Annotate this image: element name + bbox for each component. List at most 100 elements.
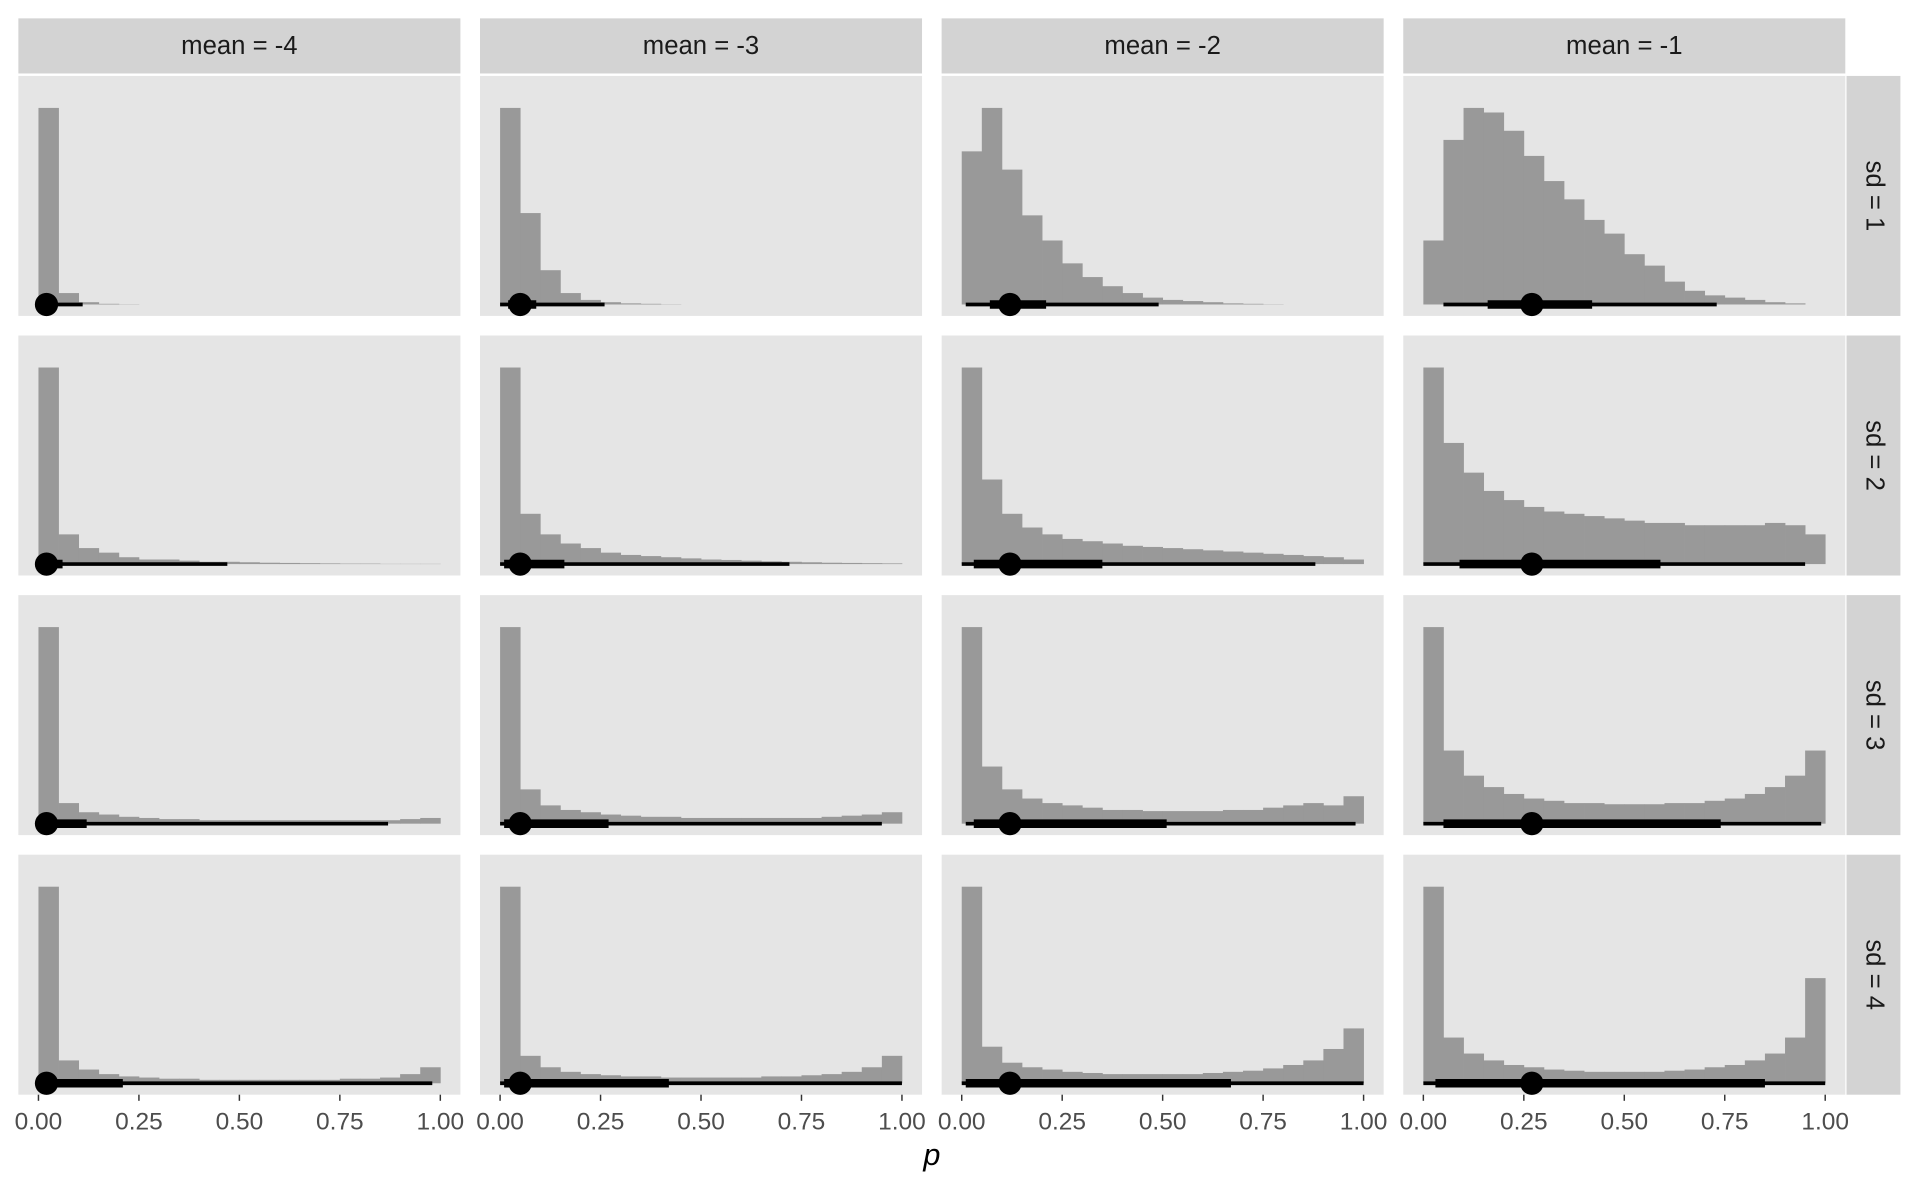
histogram-bar <box>1222 809 1244 824</box>
x-tick-label: 0.75 <box>778 1108 826 1135</box>
histogram-bar <box>380 820 401 824</box>
histogram-bar <box>1082 1072 1103 1084</box>
histogram-bar <box>1182 811 1204 824</box>
histogram-bar <box>1082 277 1103 305</box>
histogram-bar <box>1805 750 1826 824</box>
histogram-bar <box>1263 807 1284 824</box>
histogram-bar <box>1724 525 1746 565</box>
histogram-bar <box>1243 1070 1264 1084</box>
histogram-bar <box>660 1077 682 1084</box>
facet-strip-label: mean = -1 <box>1566 32 1682 60</box>
histogram-bar <box>1543 181 1565 305</box>
x-tick-label: 0.25 <box>1038 1108 1086 1135</box>
histogram-bar <box>1624 520 1645 565</box>
facet-strip-label: mean = -2 <box>1104 32 1220 60</box>
histogram-bar <box>981 479 1003 565</box>
panel-background <box>941 854 1384 1095</box>
histogram-bar <box>1503 793 1525 824</box>
panel-background <box>480 595 923 836</box>
facet-strip <box>480 18 923 74</box>
histogram-bar <box>420 817 441 824</box>
histogram-bar <box>821 562 843 565</box>
histogram-bar <box>259 562 280 565</box>
x-tick-label: 0.50 <box>1600 1108 1648 1135</box>
histogram-bar <box>1664 522 1685 565</box>
histogram-bar <box>400 819 421 824</box>
histogram-bar <box>1483 787 1505 824</box>
histogram-bar <box>1644 1071 1665 1084</box>
facet-strip-label: sd = 3 <box>1861 680 1889 751</box>
histogram-bar <box>1042 240 1063 305</box>
histogram-bar <box>1283 554 1304 565</box>
facet-strip <box>1846 595 1901 836</box>
histogram-bar <box>1263 553 1284 565</box>
histogram-bar <box>1604 804 1625 824</box>
histogram-bar <box>1102 286 1123 305</box>
histogram-bar <box>1182 1074 1204 1084</box>
histogram-bar <box>1764 522 1786 565</box>
facet-strip-label: sd = 1 <box>1861 161 1889 232</box>
histogram-bar <box>1243 809 1264 824</box>
median-point <box>508 1071 532 1095</box>
histogram-bar <box>159 559 180 565</box>
histogram-bar <box>1202 302 1224 305</box>
histogram-bar <box>1062 538 1083 565</box>
histogram-bar <box>1323 557 1344 565</box>
histogram-bar <box>781 817 802 824</box>
histogram-bar <box>680 558 702 565</box>
histogram-bar <box>159 1078 180 1084</box>
histogram-bar <box>299 563 321 565</box>
histogram-bar <box>801 1075 822 1084</box>
x-axis-title: p <box>922 1138 940 1172</box>
histogram-bar <box>138 559 160 565</box>
histogram-bar <box>1543 800 1565 824</box>
histogram-bar <box>420 1067 441 1084</box>
x-tick-label: 0.75 <box>316 1108 364 1135</box>
histogram-bar <box>1062 263 1083 305</box>
histogram-bar <box>219 561 240 565</box>
histogram-bar <box>781 1076 802 1084</box>
histogram-bar <box>560 1071 581 1084</box>
histogram-bar <box>1764 787 1786 824</box>
facet-strip <box>1403 18 1846 74</box>
median-point <box>1520 552 1544 576</box>
histogram-bar <box>600 814 622 824</box>
histogram-bar <box>1463 472 1485 565</box>
histogram-bar <box>1443 750 1464 824</box>
panel-background <box>18 854 461 1095</box>
histogram-bar <box>1684 290 1706 305</box>
histogram-bar <box>1744 793 1766 824</box>
histogram-bar <box>701 559 722 565</box>
histogram-bar <box>1202 1072 1224 1084</box>
histogram-bar <box>58 1060 80 1084</box>
histogram-bar <box>118 1076 140 1084</box>
histogram-bar <box>640 816 662 824</box>
histogram-bar <box>500 886 521 1084</box>
histogram-bar <box>1785 775 1806 824</box>
histogram-bar <box>1523 506 1545 565</box>
histogram-bar <box>580 1074 601 1084</box>
histogram-bar <box>1744 525 1766 565</box>
histogram-bar <box>1182 301 1204 305</box>
x-tick-label: 0.25 <box>577 1108 625 1135</box>
histogram-bar <box>1483 490 1505 565</box>
histogram-bar <box>98 1074 120 1084</box>
histogram-bar <box>1503 1064 1525 1084</box>
histogram-bar <box>1523 155 1545 305</box>
histogram-bar <box>1624 1071 1645 1084</box>
histogram-bar <box>1062 805 1083 824</box>
panel-background <box>480 854 923 1095</box>
histogram-bar <box>781 561 802 565</box>
median-point <box>34 292 59 317</box>
histogram-bar <box>1443 442 1464 565</box>
histogram-bar <box>78 812 100 824</box>
histogram-bar <box>741 817 762 824</box>
histogram-bar <box>861 1067 883 1084</box>
histogram-bar <box>1564 803 1585 824</box>
histogram-bar <box>1644 522 1665 565</box>
histogram-bar <box>961 627 983 824</box>
histogram-bar <box>801 562 822 565</box>
histogram-bar <box>1644 265 1665 305</box>
histogram-bar <box>660 816 682 824</box>
histogram-bar <box>1343 1028 1364 1084</box>
